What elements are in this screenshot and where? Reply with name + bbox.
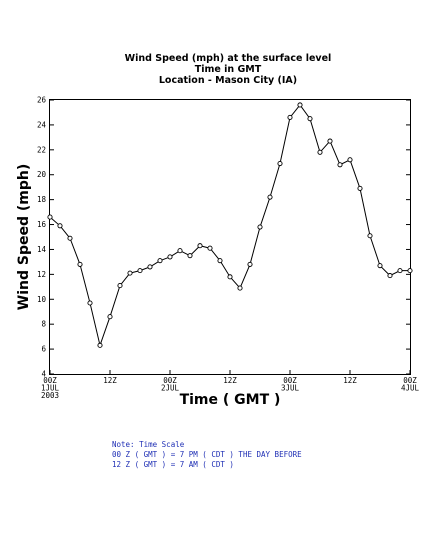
wind-speed-line bbox=[49, 104, 410, 348]
data-point-12 bbox=[167, 254, 173, 260]
data-point-8 bbox=[127, 270, 133, 276]
data-point-15 bbox=[197, 243, 203, 249]
data-point-31 bbox=[357, 185, 363, 191]
y-tick-label-4: 12 bbox=[37, 270, 46, 279]
y-tick-label-3: 10 bbox=[37, 295, 47, 304]
data-point-25 bbox=[297, 102, 303, 108]
data-point-19 bbox=[237, 285, 243, 291]
x-tick-label-0-2: 2003 bbox=[41, 391, 59, 400]
y-axis-ticks: 4 6 8 10 12 14 16 18 20 22 24 26 bbox=[37, 96, 410, 379]
data-point-14 bbox=[187, 253, 193, 259]
time-scale-note: Note: Time Scale 00 Z ( GMT ) = 7 PM ( C… bbox=[112, 440, 302, 469]
data-point-35 bbox=[397, 268, 403, 274]
data-point-7 bbox=[117, 283, 123, 289]
chart-title-line-1: Wind Speed (mph) at the surface level bbox=[125, 53, 332, 64]
note-line-2: 00 Z ( GMT ) = 7 PM ( CDT ) THE DAY BEFO… bbox=[112, 450, 302, 459]
x-tick-label-3-0: 12Z bbox=[223, 376, 237, 385]
data-point-13 bbox=[177, 248, 183, 254]
data-point-1 bbox=[57, 223, 63, 229]
data-point-27 bbox=[317, 149, 323, 155]
data-point-17 bbox=[217, 258, 223, 264]
data-point-29 bbox=[337, 162, 343, 168]
y-tick-label-8: 20 bbox=[37, 170, 47, 179]
data-point-16 bbox=[207, 245, 213, 251]
data-point-2 bbox=[67, 235, 73, 241]
data-point-33 bbox=[377, 263, 383, 269]
x-axis-label: Time ( GMT ) bbox=[180, 392, 281, 408]
y-tick-label-10: 24 bbox=[37, 120, 47, 129]
data-point-0 bbox=[47, 214, 53, 220]
y-tick-label-11: 26 bbox=[37, 96, 47, 105]
chart-title-line-2: Time in GMT bbox=[195, 64, 262, 75]
data-point-3 bbox=[77, 261, 83, 267]
x-tick-label-5-0: 12Z bbox=[343, 376, 357, 385]
note-line-1: Note: Time Scale bbox=[112, 440, 185, 449]
data-point-18 bbox=[227, 274, 233, 280]
data-point-5 bbox=[97, 342, 103, 348]
data-point-24 bbox=[287, 114, 293, 120]
data-point-6 bbox=[107, 314, 113, 320]
y-tick-label-6: 16 bbox=[37, 220, 47, 229]
y-tick-label-0: 4 bbox=[41, 370, 46, 379]
data-point-20 bbox=[247, 261, 253, 267]
data-point-26 bbox=[307, 116, 313, 122]
x-tick-label-2-1: 2JUL bbox=[161, 384, 180, 393]
y-axis-label: Wind Speed (mph) bbox=[16, 164, 32, 310]
chart-title: Wind Speed (mph) at the surface level Ti… bbox=[125, 53, 332, 86]
note-line-3: 12 Z ( GMT ) = 7 AM ( CDT ) bbox=[112, 460, 234, 469]
data-point-28 bbox=[327, 138, 333, 144]
data-point-22 bbox=[267, 194, 273, 200]
data-point-32 bbox=[367, 233, 373, 239]
y-tick-label-9: 22 bbox=[37, 145, 46, 154]
data-point-36 bbox=[407, 268, 413, 274]
data-point-34 bbox=[387, 273, 393, 279]
wind-speed-points bbox=[47, 102, 413, 348]
data-point-23 bbox=[277, 160, 283, 167]
data-point-11 bbox=[157, 258, 163, 264]
x-tick-label-6-1: 4JUL bbox=[401, 384, 420, 393]
y-tick-label-7: 18 bbox=[37, 195, 47, 204]
data-point-4 bbox=[87, 300, 93, 306]
x-tick-label-0-1: 1JUL bbox=[41, 384, 60, 393]
x-tick-label-2-0: 00Z bbox=[163, 376, 177, 385]
plot-frame bbox=[49, 99, 411, 375]
y-tick-label-5: 14 bbox=[37, 245, 47, 254]
x-tick-label-0-0: 00Z bbox=[43, 376, 57, 385]
chart-title-line-3: Location - Mason City (IA) bbox=[159, 75, 297, 86]
data-point-21 bbox=[257, 224, 263, 230]
data-point-9 bbox=[137, 268, 143, 274]
x-tick-label-1-0: 12Z bbox=[103, 376, 117, 385]
y-tick-label-1: 6 bbox=[41, 345, 46, 354]
data-point-10 bbox=[147, 264, 153, 270]
data-point-30 bbox=[347, 157, 353, 163]
y-tick-label-2: 8 bbox=[41, 320, 46, 329]
x-tick-label-6-0: 00Z bbox=[403, 376, 417, 385]
x-tick-label-4-1: 3JUL bbox=[281, 384, 300, 393]
x-tick-label-4-0: 00Z bbox=[283, 376, 297, 385]
